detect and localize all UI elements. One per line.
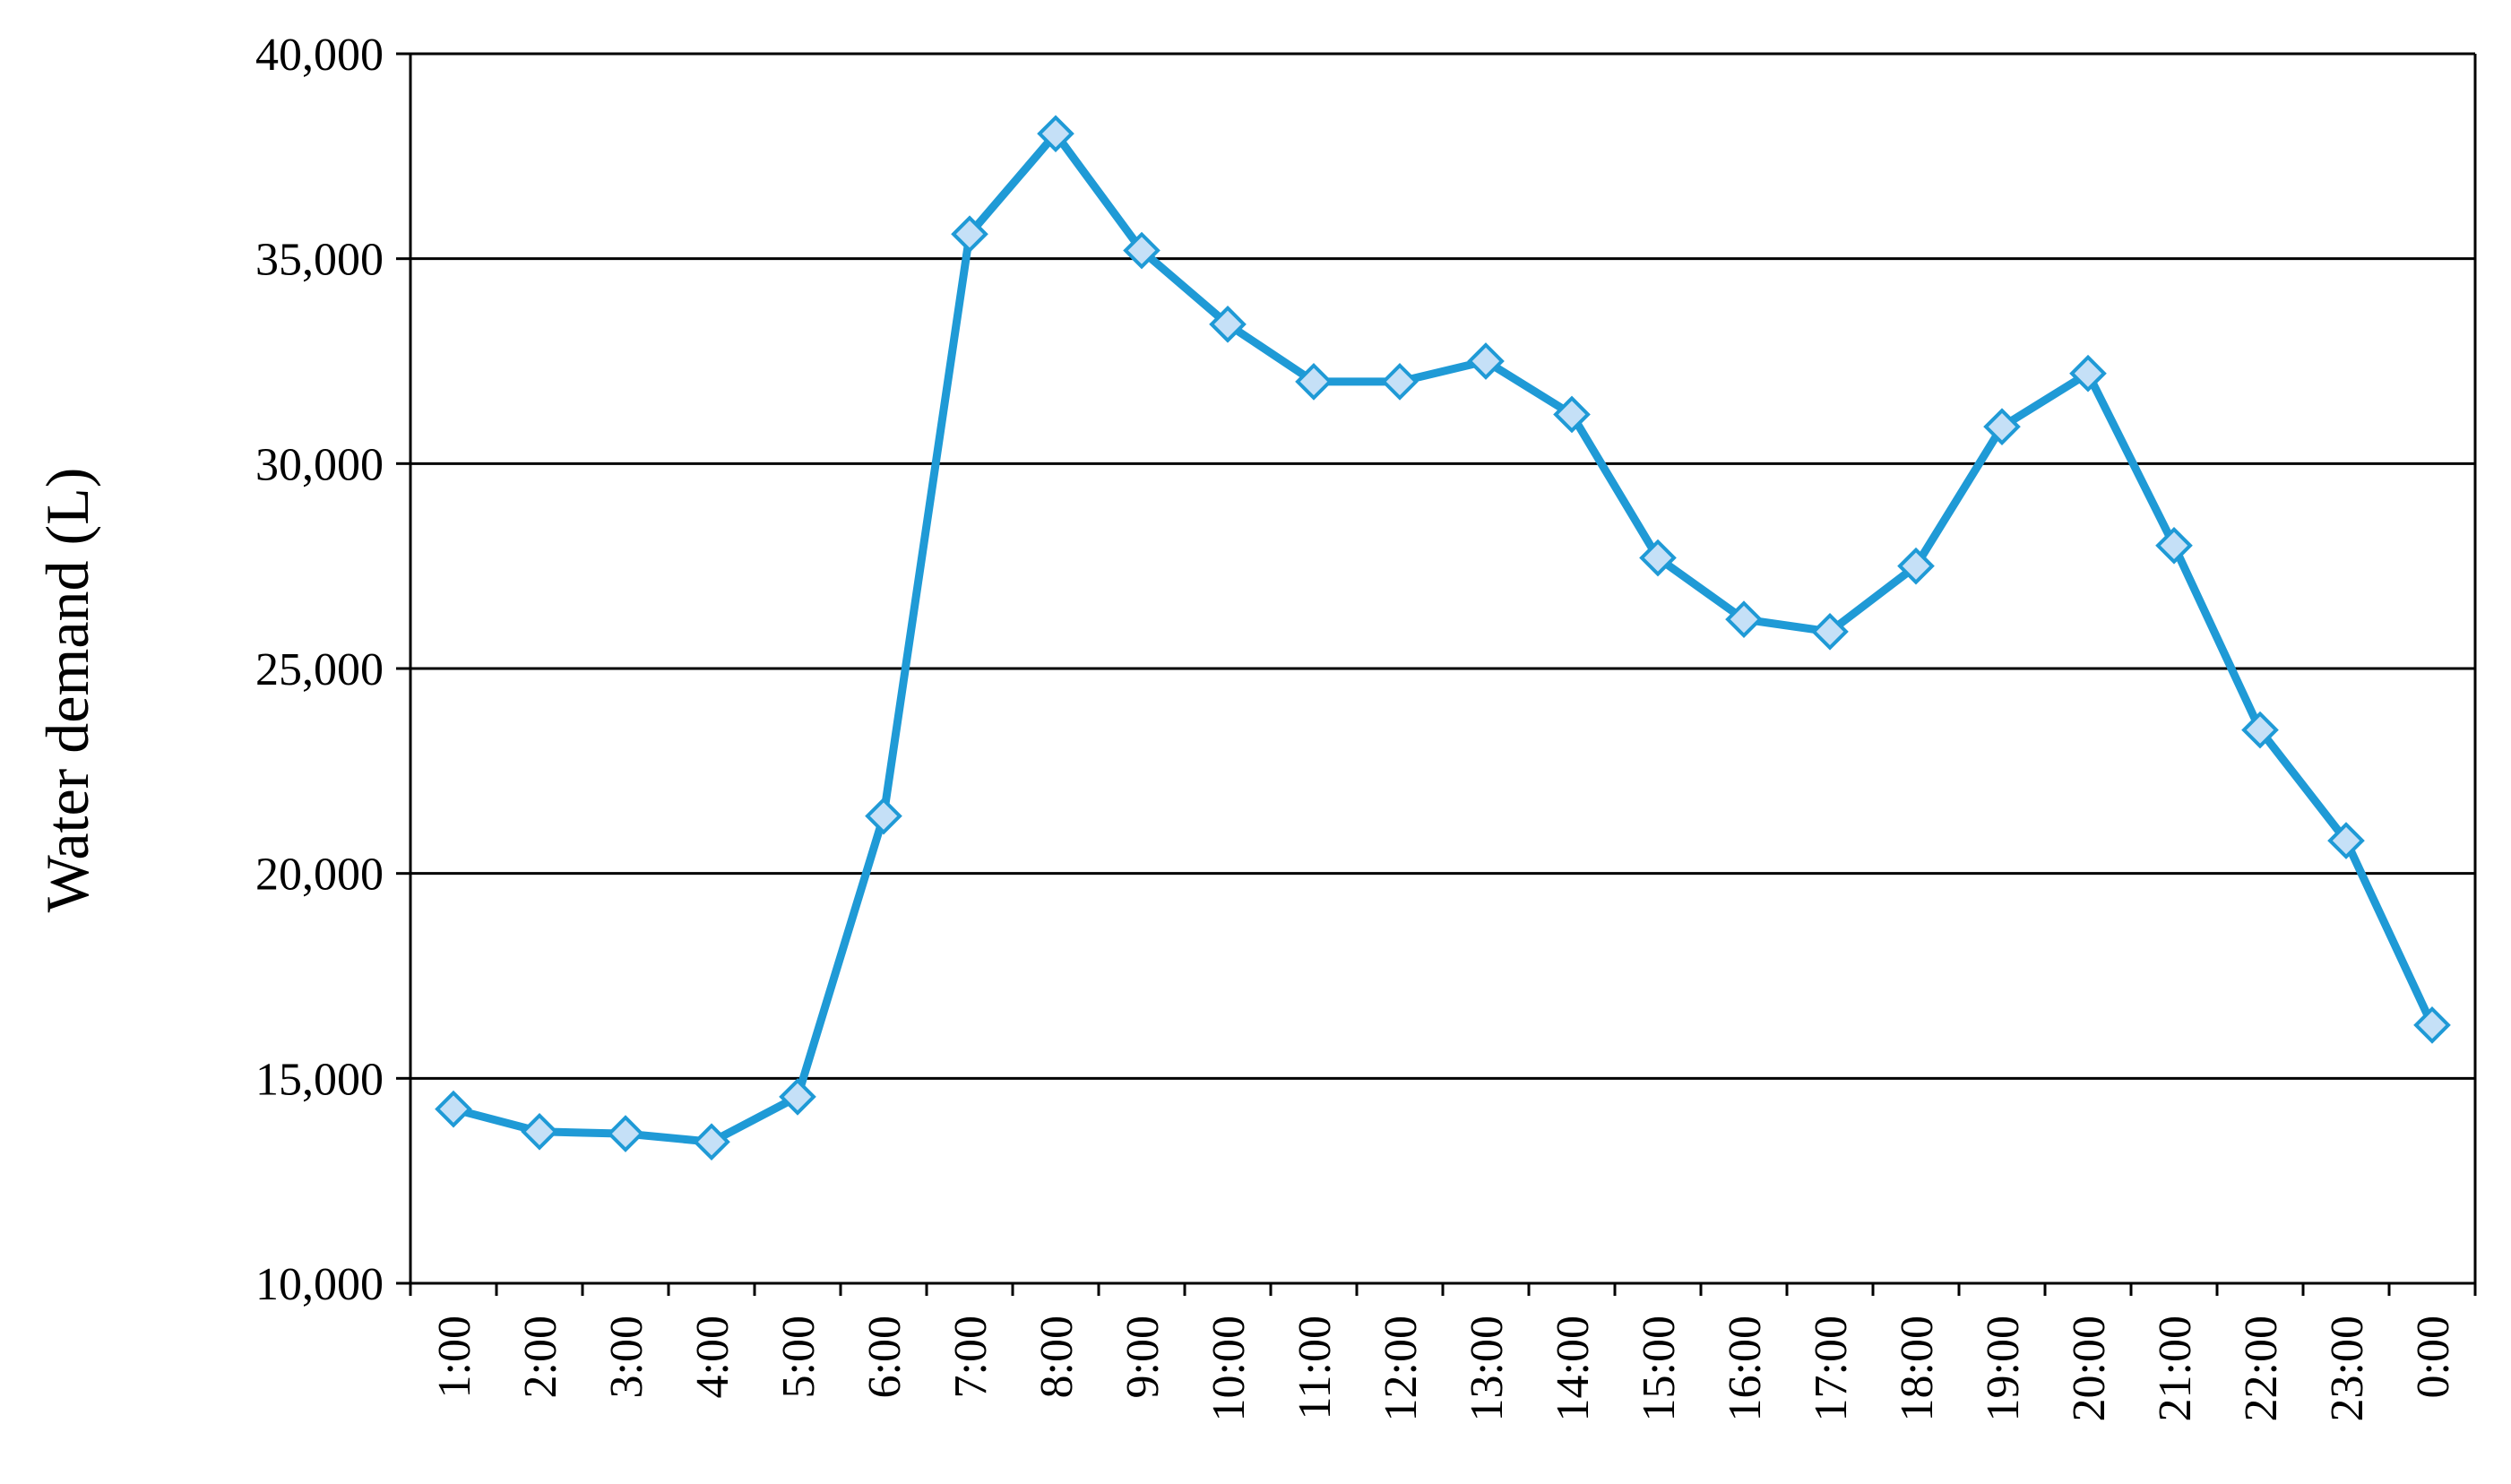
x-tick-label: 22:00 bbox=[2236, 1316, 2287, 1421]
x-tick-label: 18:00 bbox=[1892, 1316, 1943, 1421]
data-point-marker bbox=[693, 1123, 730, 1161]
x-tick-label: 7:00 bbox=[945, 1316, 997, 1398]
x-tick-label: 13:00 bbox=[1462, 1316, 1513, 1421]
data-point-marker bbox=[1381, 363, 1419, 401]
data-point-marker bbox=[2069, 354, 2107, 393]
data-point-marker bbox=[1553, 395, 1591, 434]
y-tick-label: 35,000 bbox=[255, 235, 384, 286]
x-tick-label: 12:00 bbox=[1376, 1316, 1427, 1421]
series bbox=[435, 115, 2451, 1161]
x-tick-label: 17:00 bbox=[1806, 1316, 1857, 1421]
data-point-marker bbox=[779, 1078, 816, 1116]
x-tick-label: 5:00 bbox=[773, 1316, 824, 1398]
y-axis-title: Water demand (L) bbox=[33, 468, 101, 913]
data-point-marker bbox=[2327, 822, 2365, 859]
data-point-marker bbox=[435, 1090, 472, 1128]
y-tick-label: 20,000 bbox=[255, 850, 384, 901]
data-point-marker bbox=[1897, 547, 1935, 585]
x-tick-label: 6:00 bbox=[859, 1316, 910, 1398]
data-point-marker bbox=[521, 1112, 558, 1151]
x-tick-label: 8:00 bbox=[1031, 1316, 1083, 1398]
x-tick-label: 1:00 bbox=[429, 1316, 480, 1398]
x-tick-label: 0:00 bbox=[2408, 1316, 2459, 1398]
data-point-marker bbox=[1123, 231, 1161, 270]
x-tick-label: 3:00 bbox=[601, 1316, 652, 1398]
x-tick-label: 16:00 bbox=[1720, 1316, 1771, 1421]
y-tick-label: 10,000 bbox=[255, 1259, 384, 1310]
x-tick-label: 9:00 bbox=[1117, 1316, 1169, 1398]
data-point-marker bbox=[865, 797, 902, 835]
y-tick-label: 40,000 bbox=[255, 30, 384, 81]
x-tick-label: 19:00 bbox=[1978, 1316, 2029, 1421]
data-point-marker bbox=[1467, 342, 1505, 380]
x-tick-label: 15:00 bbox=[1634, 1316, 1685, 1421]
x-tick-label: 21:00 bbox=[2150, 1316, 2201, 1421]
data-point-marker bbox=[1037, 115, 1074, 153]
x-tick-label: 14:00 bbox=[1548, 1316, 1599, 1421]
x-tick-label: 2:00 bbox=[515, 1316, 566, 1398]
data-point-marker bbox=[2413, 1006, 2451, 1044]
y-tick-labels: 10,000 15,000 20,000 25,000 30,000 35,000 40,0… bbox=[255, 30, 384, 1310]
axes bbox=[396, 52, 2477, 1296]
data-point-marker bbox=[951, 215, 988, 254]
x-tick-label: 4:00 bbox=[687, 1316, 738, 1398]
data-point-marker bbox=[1811, 613, 1849, 651]
y-tick-label: 30,000 bbox=[255, 439, 384, 490]
y-tick-label: 25,000 bbox=[255, 644, 384, 695]
grid-lines bbox=[410, 52, 2475, 1080]
data-point-marker bbox=[1295, 363, 1333, 401]
data-point-marker bbox=[1209, 306, 1247, 343]
y-tick-label: 15,000 bbox=[255, 1054, 384, 1105]
x-tick-labels: 1:00 2:00 3:00 4:00 5:00 6:00 7:00 8:00 9:00 10:0… bbox=[429, 1316, 2459, 1421]
x-tick-label: 11:00 bbox=[1290, 1316, 1341, 1420]
series-line bbox=[449, 129, 2437, 1146]
x-tick-label: 20:00 bbox=[2064, 1316, 2115, 1421]
x-tick-label: 10:00 bbox=[1204, 1316, 1255, 1421]
data-point-marker bbox=[1639, 539, 1677, 577]
data-point-marker bbox=[1983, 408, 2021, 446]
x-tick-label: 23:00 bbox=[2322, 1316, 2373, 1421]
data-point-marker bbox=[2155, 526, 2193, 565]
data-point-marker bbox=[1725, 600, 1763, 638]
data-point-marker bbox=[2241, 711, 2279, 749]
data-point-marker bbox=[607, 1115, 644, 1152]
